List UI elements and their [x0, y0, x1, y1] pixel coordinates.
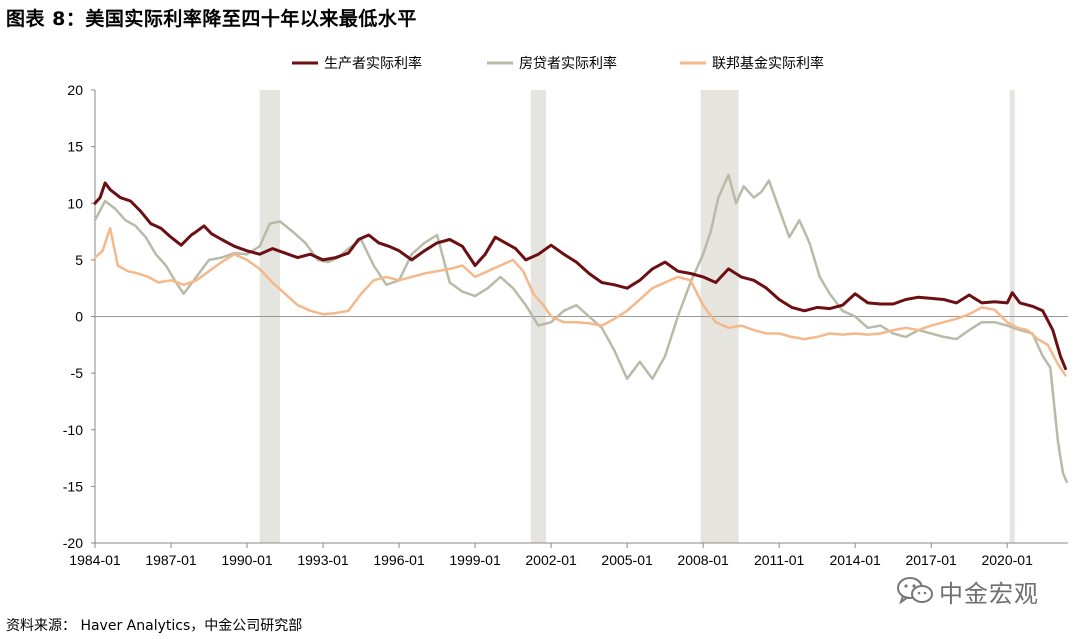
x-tick-label: 2014-01 — [829, 552, 881, 568]
series-lines — [93, 173, 1068, 484]
y-tick-label: 20 — [67, 82, 83, 98]
x-tick-label: 1996-01 — [373, 552, 425, 568]
y-tick-label: -5 — [71, 365, 84, 381]
watermark: 中金宏观 — [895, 574, 1039, 608]
x-tick-label: 1990-01 — [221, 552, 273, 568]
series-line-2 — [93, 226, 1067, 377]
x-tick-label: 2017-01 — [905, 552, 957, 568]
legend-label: 生产者实际利率 — [324, 55, 422, 71]
x-tick-label: 2020-01 — [981, 552, 1033, 568]
y-tick-label: -20 — [63, 535, 83, 551]
y-tick-label: -10 — [63, 422, 83, 438]
y-tick-label: 0 — [75, 309, 83, 325]
y-tick-label: 10 — [67, 195, 83, 211]
y-tick-label: 5 — [75, 252, 83, 268]
x-tick-label: 1999-01 — [449, 552, 501, 568]
x-tick-label: 1984-01 — [69, 552, 121, 568]
legend-label: 联邦基金实际利率 — [712, 55, 824, 71]
y-tick-label: -15 — [63, 478, 83, 494]
x-tick-label: 2002-01 — [525, 552, 577, 568]
legend-label: 房贷者实际利率 — [519, 55, 617, 71]
legend: 生产者实际利率 房贷者实际利率 联邦基金实际利率 — [292, 55, 824, 71]
source-note: 资料来源： Haver Analytics，中金公司研究部 — [6, 618, 303, 634]
x-tick-label: 2005-01 — [601, 552, 653, 568]
x-tick-label: 2011-01 — [754, 552, 805, 568]
watermark-text: 中金宏观 — [939, 579, 1039, 608]
y-tick-label: 15 — [67, 139, 83, 155]
x-tick-label: 1993-01 — [297, 552, 349, 568]
chart-title: 图表 8：美国实际利率降至四十年以来最低水平 — [6, 8, 417, 30]
wechat-icon — [897, 577, 933, 605]
series-line-0 — [93, 181, 1067, 371]
x-tick-label: 1987-01 — [145, 552, 197, 568]
x-tick-label: 2008-01 — [677, 552, 729, 568]
